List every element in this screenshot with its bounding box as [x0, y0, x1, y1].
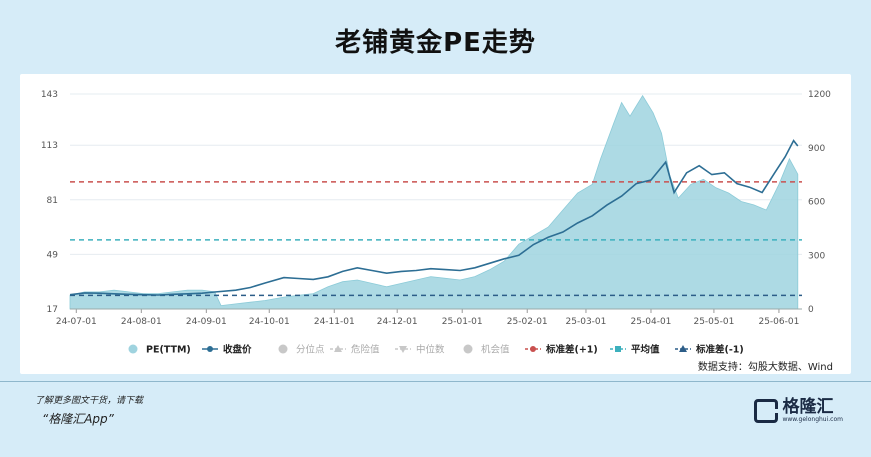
- x-axis-tick-label: 25-03-01: [566, 317, 607, 327]
- right-axis-tick-label: 0: [808, 305, 814, 315]
- legend-marker: [128, 344, 138, 354]
- promo-text: 了解更多图文干货，请下载: [35, 396, 144, 406]
- right-axis-tick-label: 300: [808, 251, 825, 261]
- legend-label: 中位数: [416, 344, 445, 356]
- legend-item: 标准差(+1): [525, 344, 598, 356]
- x-axis-tick-label: 24-09-01: [186, 317, 227, 327]
- legend-item: 中位数: [395, 344, 445, 356]
- x-axis-tick-label: 24-08-01: [121, 317, 162, 327]
- left-axis-tick-label: 17: [47, 305, 58, 315]
- legend-marker: [334, 345, 342, 352]
- chart-card: 17 49 81 113 143 0 300 600 900 1200 24-07-01 24-0…: [20, 74, 851, 374]
- left-axis-tick-label: 49: [47, 250, 59, 260]
- x-axis-tick-label: 24-11-01: [314, 317, 355, 327]
- chart-title: 老铺黄金PE走势: [335, 28, 536, 58]
- legend-label: PE(TTM): [146, 345, 191, 356]
- right-axis-tick-label: 1200: [808, 90, 831, 100]
- divider: [0, 381, 871, 382]
- close-price-line: [69, 139, 799, 296]
- legend-marker: [278, 344, 288, 354]
- x-axis-tick-label: 25-02-01: [507, 317, 548, 327]
- legend-label: 危险值: [351, 344, 380, 356]
- x-axis-tick-label: 25-04-01: [631, 317, 672, 327]
- legend-marker: [207, 346, 213, 352]
- x-axis-tick-label: 24-12-01: [377, 317, 418, 327]
- legend-marker: [679, 345, 687, 352]
- legend-label: 收盘价: [223, 344, 252, 356]
- data-source: 数据支持：勾股大数据、Wind: [697, 362, 833, 373]
- legend-item: 分位点: [278, 344, 325, 356]
- legend-item: PE(TTM): [128, 344, 191, 356]
- legend-item: 标准差(-1): [675, 344, 744, 356]
- left-axis-tick-label: 143: [41, 90, 58, 100]
- right-axis-tick-label: 600: [808, 198, 825, 208]
- legend-label: 分位点: [296, 344, 325, 356]
- left-axis-tick-label: 113: [41, 141, 58, 151]
- x-axis-tick-label: 24-07-01: [56, 317, 97, 327]
- legend-item: 机会值: [463, 344, 510, 356]
- legend-label: 平均值: [631, 344, 660, 356]
- logo-mark-icon: [754, 399, 779, 423]
- right-axis-tick-label: 900: [808, 144, 825, 154]
- legend-marker: [530, 346, 536, 352]
- x-axis-tick-label: 25-01-01: [442, 317, 483, 327]
- legend-marker: [399, 346, 407, 353]
- promo-app-name: “格隆汇App”: [42, 412, 114, 426]
- pe-trend-chart: 17 49 81 113 143 0 300 600 900 1200 24-07-01 24-0…: [41, 90, 831, 356]
- left-axis-tick-label: 81: [47, 196, 58, 206]
- legend-marker: [615, 346, 621, 352]
- legend-item: 危险值: [330, 344, 380, 356]
- x-axis-tick-label: 24-10-01: [249, 317, 290, 327]
- legend-label: 标准差(-1): [695, 344, 744, 356]
- logo-name: 格隆汇: [782, 397, 834, 417]
- logo-url: www.gelonghui.com: [782, 416, 843, 423]
- brand-logo: 格隆汇 www.gelonghui.com: [754, 396, 843, 426]
- legend-item: 收盘价: [202, 344, 252, 356]
- legend-label: 标准差(+1): [545, 344, 598, 356]
- x-axis-tick-label: 25-06-01: [758, 317, 799, 327]
- x-axis-tick-label: 25-05-01: [693, 317, 734, 327]
- pe-ttm-area: [69, 94, 799, 310]
- legend-item: 平均值: [610, 344, 660, 356]
- legend-marker: [463, 344, 473, 354]
- legend-label: 机会值: [481, 344, 510, 356]
